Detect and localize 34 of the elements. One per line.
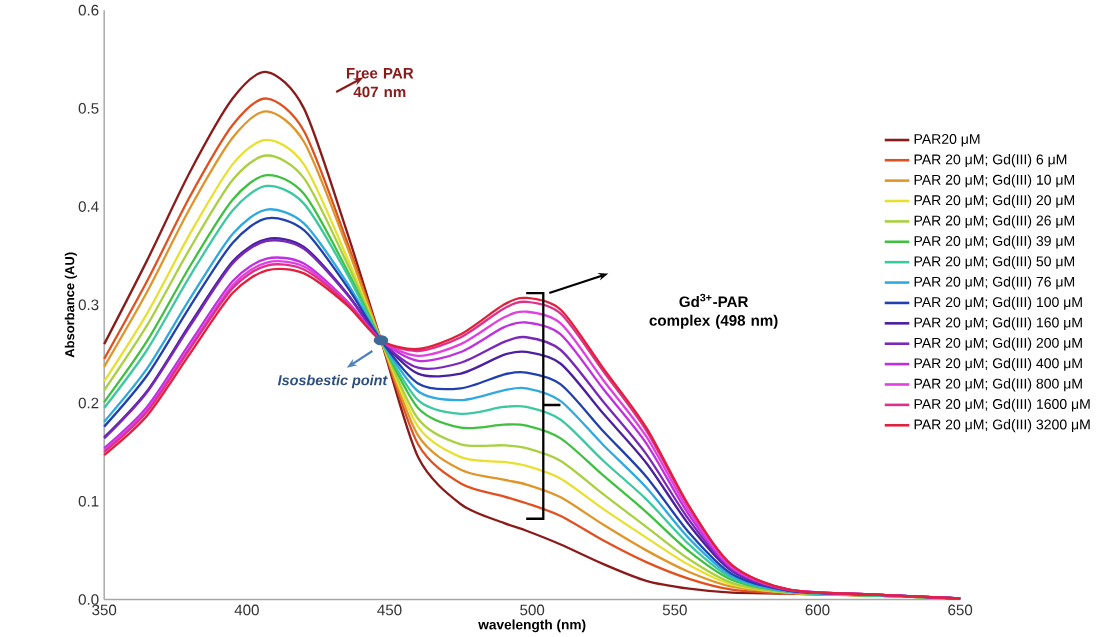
y-tick-label: 0.0 (78, 594, 99, 605)
annotation: Gd$^{3+}$-PAR complex (498 nm) (649, 293, 778, 329)
legend-label: PAR 20 μM; Gd(III) 3200 μM (914, 419, 1090, 433)
legend-label: PAR 20 μM; Gd(III) 1600 μM (914, 398, 1090, 412)
legend-label: PAR 20 μM; Gd(III) 6 μM (914, 154, 1067, 168)
y-tick-label: 0.6 (78, 4, 99, 16)
legend-label: PAR 20 μM; Gd(III) 10 μM (914, 174, 1075, 188)
legend-label: PAR 20 μM; Gd(III) 39 μM (914, 235, 1075, 249)
legend-label: PAR 20 μM; Gd(III) 200 μM (914, 337, 1082, 351)
annotation: Isosbestic point (277, 374, 388, 389)
x-tick-label: 550 (662, 604, 687, 616)
legend-label: PAR 20 μM; Gd(III) 20 μM (914, 194, 1075, 208)
y-tick-label: 0.2 (78, 397, 99, 409)
x-tick-label: 450 (377, 604, 402, 616)
legend-label: PAR 20 μM; Gd(III) 800 μM (914, 378, 1082, 392)
y-tick-label: 0.5 (78, 103, 99, 114)
y-tick-label: 0.3 (78, 299, 99, 311)
annotation: Free PAR 407 nm (346, 68, 414, 98)
legend-label: PAR 20 μM; Gd(III) 26 μM (914, 215, 1075, 229)
x-tick-label: 350 (92, 604, 117, 616)
x-tick-label: 400 (234, 604, 259, 616)
x-tick-label: 500 (520, 604, 545, 616)
legend-label: PAR 20 μM; Gd(III) 160 μM (914, 317, 1082, 331)
legend-label: PAR 20 μM; Gd(III) 100 μM (914, 296, 1082, 310)
legend-label: PAR20 μM (914, 134, 980, 147)
x-axis-title: wavelength (nm) (478, 619, 586, 633)
y-tick-label: 0.4 (78, 201, 99, 212)
legend-label: PAR 20 μM; Gd(III) 76 μM (914, 276, 1075, 290)
x-tick-label: 650 (948, 604, 973, 616)
y-axis-title: Absorbance (AU) (64, 252, 77, 358)
legend-label: PAR 20 μM; Gd(III) 400 μM (914, 357, 1082, 372)
y-tick-label: 0.1 (78, 495, 99, 507)
legend-label: PAR 20 μM; Gd(III) 50 μM (914, 255, 1075, 270)
x-tick-label: 600 (805, 604, 830, 616)
